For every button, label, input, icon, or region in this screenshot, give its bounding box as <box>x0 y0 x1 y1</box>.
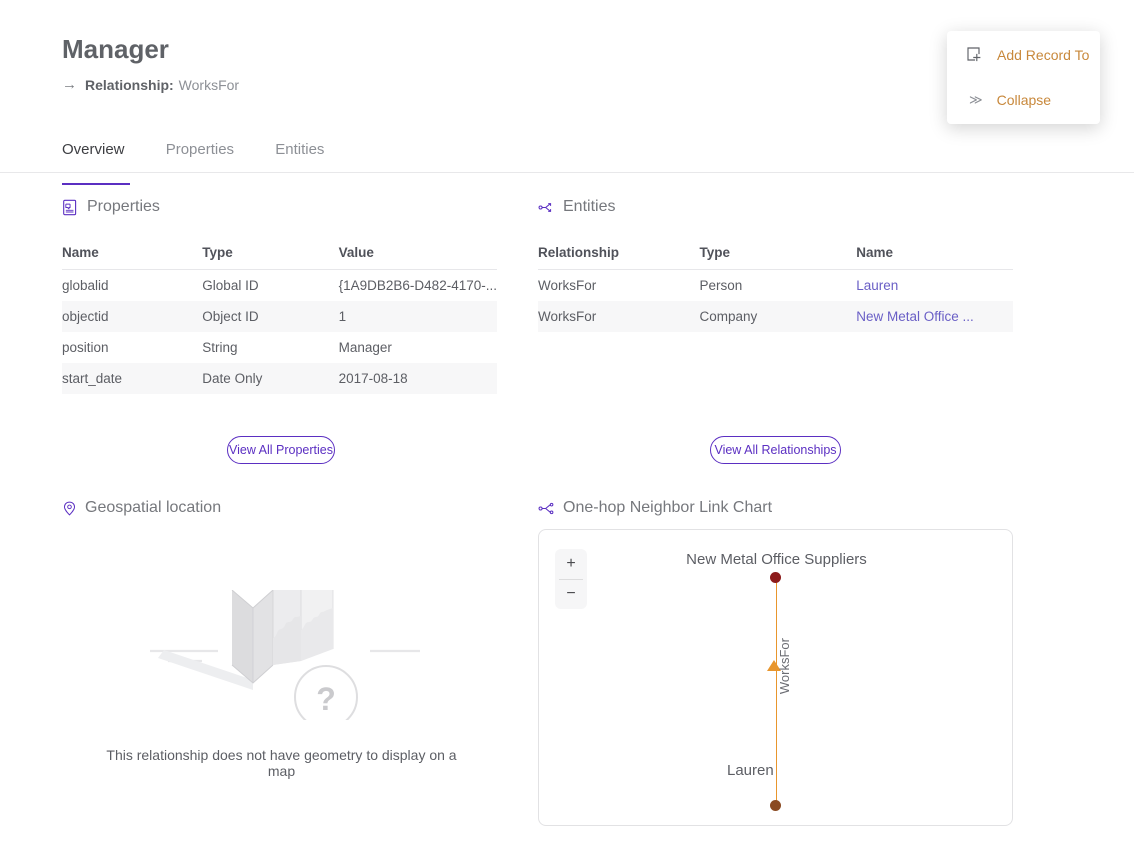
svg-text:?: ? <box>316 681 336 717</box>
